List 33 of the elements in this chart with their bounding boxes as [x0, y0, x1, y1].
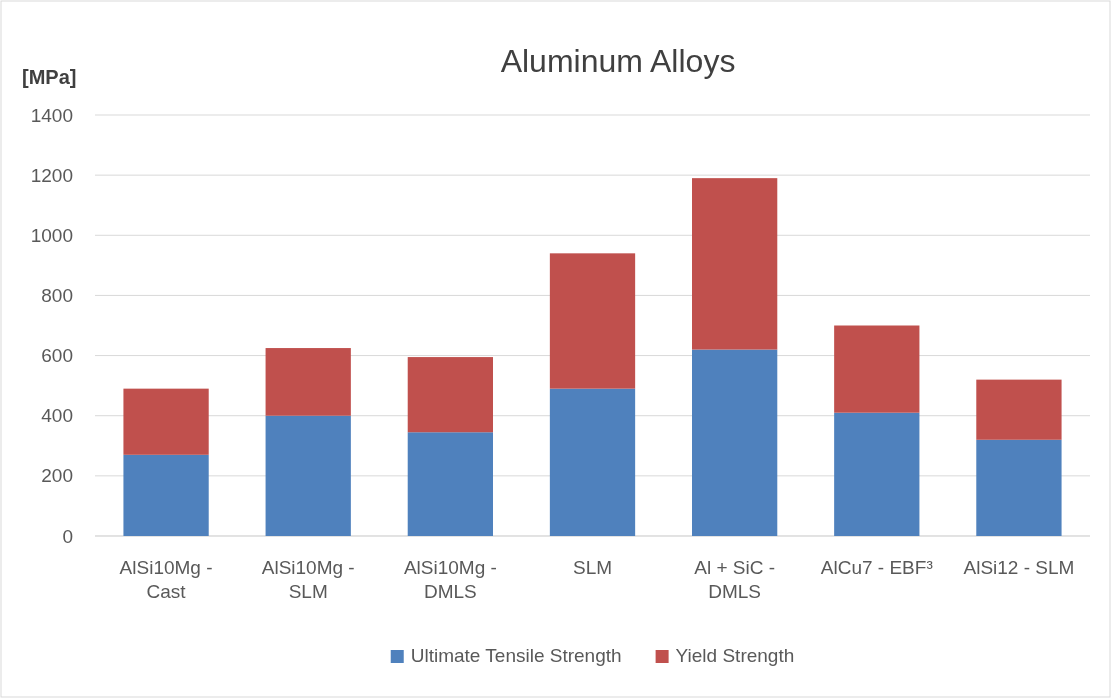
y-axis-title: [MPa]	[22, 66, 77, 88]
y-tick-label: 1400	[30, 104, 73, 126]
x-tick-label: AlSi10Mg - SLM	[261, 557, 355, 602]
bar	[265, 415, 351, 536]
legend-label: Ultimate Tensile Strength	[410, 645, 622, 666]
y-tick-label: 1200	[30, 164, 73, 186]
bar	[976, 379, 1062, 440]
y-tick-label: 400	[41, 405, 73, 427]
x-tick-label: AlSi10Mg - Cast	[119, 557, 213, 602]
y-tick-label: 200	[41, 465, 73, 487]
y-tick-label: 800	[41, 285, 73, 307]
bar	[549, 253, 636, 389]
x-tick-label: AlCu7 - EBF³	[820, 557, 933, 578]
bar	[265, 348, 351, 416]
bar	[692, 349, 778, 536]
legend-label: Yield Strength	[675, 645, 795, 666]
x-tick-label: SLM	[572, 557, 613, 578]
bar	[407, 432, 493, 536]
chart-title: Aluminum Alloys	[500, 43, 736, 79]
y-tick-label: 1000	[30, 224, 73, 246]
bar	[407, 357, 493, 433]
y-tick-label: 600	[41, 345, 73, 367]
bar	[123, 388, 209, 455]
x-tick-label: Al + SiC - DMLS	[694, 557, 776, 602]
bar	[834, 412, 920, 536]
bar	[834, 325, 920, 413]
bar	[976, 439, 1062, 536]
y-tick-label: 0	[62, 525, 73, 547]
x-tick-label: AlSi12 - SLM	[963, 557, 1075, 578]
x-tick-label: AlSi10Mg - DMLS	[403, 557, 497, 602]
bar	[692, 178, 778, 350]
bar	[549, 388, 636, 536]
bar	[123, 454, 209, 536]
